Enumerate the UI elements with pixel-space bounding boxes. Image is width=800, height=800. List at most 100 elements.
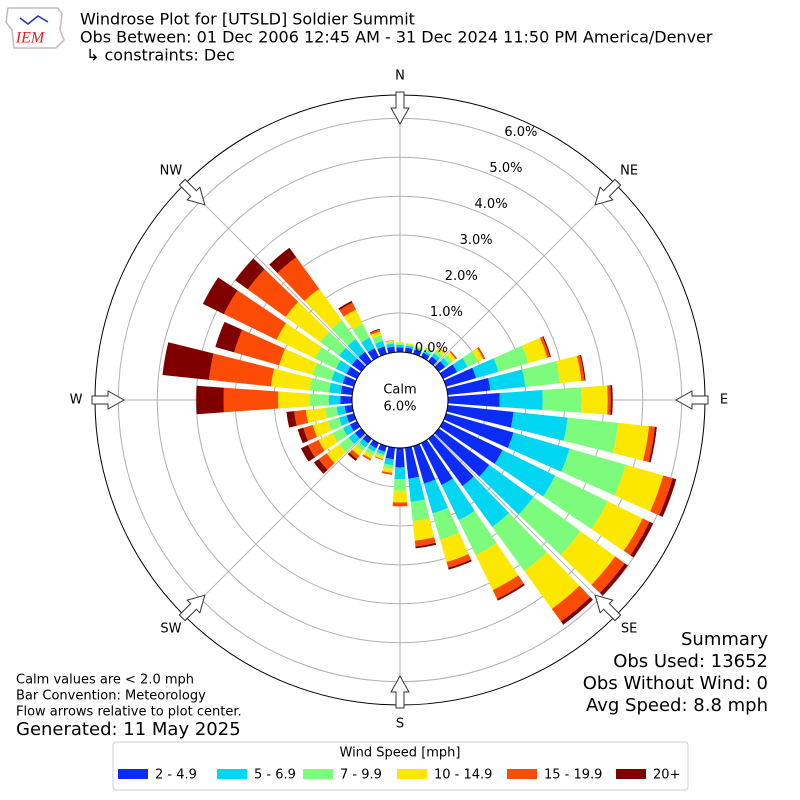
- bar-segment: [446, 554, 471, 568]
- bar-segment: [405, 344, 414, 348]
- bar-segment: [446, 405, 514, 428]
- bar-segment: [433, 350, 443, 359]
- bar-segment: [375, 452, 385, 457]
- bar-segment: [610, 385, 613, 415]
- bar-segment: [576, 355, 585, 381]
- compass-label: N: [395, 69, 405, 84]
- bar-segment: [421, 352, 430, 361]
- legend-label: 10 - 14.9: [434, 768, 492, 783]
- bar-segment: [338, 300, 353, 311]
- bar-segment: [358, 351, 372, 366]
- bar-segment: [614, 464, 664, 512]
- bar-segment: [332, 427, 348, 443]
- generated: Generated: 11 May 2025: [16, 719, 241, 740]
- bar-segment: [446, 352, 456, 362]
- bar-segment: [494, 450, 556, 497]
- bar-segment: [415, 345, 423, 351]
- bar-segment: [493, 345, 529, 372]
- bar-segment: [392, 502, 408, 507]
- bar-segment: [285, 301, 330, 343]
- bar-segment: [423, 479, 449, 514]
- bar-segment: [446, 378, 491, 395]
- bar-segment: [300, 444, 316, 462]
- bar-segment: [318, 453, 335, 470]
- bar-segment: [235, 258, 265, 290]
- bar-segment: [405, 345, 414, 349]
- radial-tick-label: 4.0%: [475, 197, 508, 212]
- compass-arrow: [594, 178, 622, 206]
- bar-segment: [428, 356, 438, 366]
- calm-label: Calm: [383, 383, 416, 398]
- bar-segment: [414, 537, 436, 547]
- bar-segment: [362, 454, 372, 461]
- bar-segment: [372, 335, 384, 344]
- bar-segment: [340, 395, 353, 405]
- labels: 0.0% 1.0% 2.0% 3.0% 4.0% 5.0% 6.0% N NE E SE S SW W NW: [70, 69, 729, 732]
- bar-segment: [395, 447, 405, 468]
- bar-segment: [423, 350, 431, 357]
- bar-segment: [374, 454, 384, 460]
- compass-arrow: [178, 178, 206, 206]
- bar-segment: [223, 290, 286, 340]
- bar-segment: [421, 439, 453, 486]
- bar-segment: [386, 343, 395, 348]
- bar-segment: [234, 329, 286, 366]
- bar-segment: [440, 532, 469, 563]
- bar-segment: [309, 393, 329, 407]
- bar-segment: [648, 426, 657, 463]
- legend-swatch: [118, 769, 148, 779]
- bar-segment: [269, 247, 297, 274]
- bar-segment: [376, 449, 386, 455]
- bar-segment: [643, 426, 655, 463]
- compass-label: NW: [160, 163, 183, 178]
- bar-segment: [539, 336, 550, 358]
- bar-segment: [223, 387, 279, 413]
- compass-label: E: [720, 393, 728, 408]
- bar-segment: [385, 339, 394, 342]
- bar-segment: [202, 277, 238, 315]
- legend-swatch: [507, 769, 537, 779]
- bar-segment: [331, 320, 356, 346]
- chart-title: Windrose Plot for [UTSLD] Soldier Summit: [80, 10, 415, 29]
- bar-segment: [393, 478, 407, 491]
- bar-segment: [338, 415, 350, 426]
- bar-segment: [434, 428, 490, 477]
- bar-segment: [439, 421, 503, 464]
- bar-segment: [325, 406, 339, 419]
- bar-segment: [561, 448, 626, 496]
- bar-segment: [369, 439, 379, 449]
- bar-segment: [476, 347, 485, 360]
- bar-segment: [424, 347, 433, 353]
- bars: [162, 247, 677, 625]
- bar-segment: [349, 449, 360, 459]
- bar-segment: [369, 328, 380, 334]
- bar-segment: [305, 407, 327, 423]
- bar-segment: [492, 575, 524, 599]
- compass-label: NE: [620, 163, 638, 178]
- legend-label: 15 - 19.9: [544, 768, 602, 783]
- bar-segment: [612, 422, 650, 461]
- bar-segment: [278, 348, 318, 375]
- bar-segment: [385, 340, 394, 343]
- bar-segment: [386, 346, 395, 354]
- compass-arrow: [390, 91, 410, 126]
- bar-segment: [458, 510, 497, 556]
- bar-segment: [599, 563, 628, 596]
- bar-segment: [443, 413, 514, 449]
- legend-box: [112, 741, 689, 791]
- bar-segment: [432, 507, 460, 540]
- radial-tick-label: 0.0%: [415, 341, 448, 356]
- bar-segment: [343, 309, 363, 330]
- bar-segment: [381, 471, 393, 475]
- compass-arrow: [178, 594, 206, 622]
- bar-segment: [340, 385, 354, 395]
- compass-arrows: [91, 91, 709, 709]
- bar-segment: [522, 361, 561, 387]
- bar-segment: [326, 444, 346, 464]
- bar-segment: [339, 347, 358, 365]
- bar-segment: [452, 357, 468, 373]
- bar-segment: [591, 501, 643, 551]
- bar-segment: [424, 348, 432, 355]
